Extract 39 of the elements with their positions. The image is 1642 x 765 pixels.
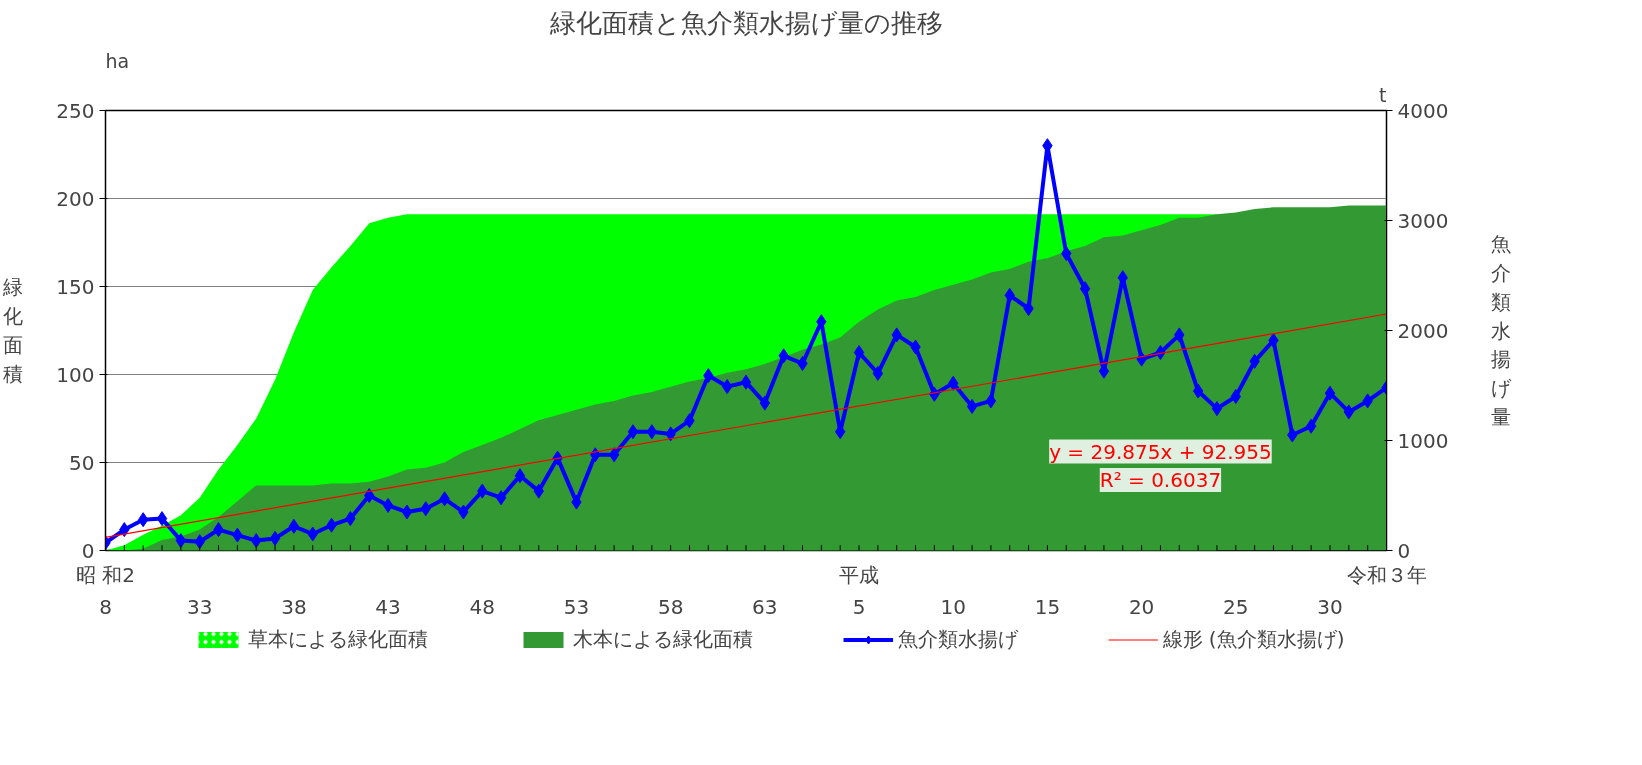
y-tick-label: 200 bbox=[56, 186, 95, 211]
y2-tick-label: 2000 bbox=[1397, 318, 1449, 343]
text: 昭 和2 bbox=[75, 562, 136, 587]
x-tick-label: 43 bbox=[375, 594, 401, 619]
y-tick-label: 100 bbox=[56, 362, 95, 387]
x-tick-label: 30 bbox=[1317, 594, 1343, 619]
x-tick-label: 20 bbox=[1128, 594, 1155, 619]
y2-tick-label: 4000 bbox=[1397, 98, 1449, 123]
y2-axis-title: 魚介類水揚げ量 bbox=[1491, 232, 1513, 429]
x-tick-label: 38 bbox=[281, 594, 307, 619]
x-tick-label: 48 bbox=[469, 594, 495, 619]
text: 平成 bbox=[839, 562, 880, 587]
text: 令和３年 bbox=[1346, 562, 1427, 587]
x-tick-label: 53 bbox=[563, 594, 590, 619]
x-tick-label: 33 bbox=[186, 594, 213, 619]
legend-label: 線形 (魚介類水揚げ) bbox=[1162, 625, 1345, 653]
legend-label: 草本による緑化面積 bbox=[247, 625, 428, 653]
x-tick-label: 5 bbox=[852, 594, 866, 619]
text: t bbox=[1379, 83, 1387, 106]
y-tick-label: 50 bbox=[69, 450, 95, 475]
annotation: R² = 0.6037 bbox=[1099, 468, 1222, 493]
y-tick-label: 0 bbox=[81, 538, 95, 563]
text: ha bbox=[105, 49, 130, 72]
x-tick-label: 25 bbox=[1223, 594, 1249, 619]
x-tick-label: 10 bbox=[940, 594, 966, 619]
x-tick-label: 58 bbox=[657, 594, 684, 619]
y-tick-label: 250 bbox=[56, 98, 95, 123]
chart-title: 緑化面積と魚介類水揚げ量の推移 bbox=[548, 7, 943, 38]
annotation: y = 29.875x + 92.955 bbox=[1049, 439, 1272, 464]
legend-label: 木本による緑化面積 bbox=[572, 625, 753, 653]
x-tick-label: 8 bbox=[99, 594, 112, 619]
legend-label: 魚介類水揚げ bbox=[897, 625, 1018, 653]
x-tick-label: 63 bbox=[752, 594, 778, 619]
y2-tick-label: 1000 bbox=[1397, 428, 1449, 453]
y2-tick-label: 0 bbox=[1397, 538, 1411, 563]
y2-tick-label: 3000 bbox=[1397, 208, 1449, 233]
y-tick-label: 150 bbox=[56, 274, 95, 299]
x-tick-label: 15 bbox=[1034, 594, 1061, 619]
y-axis-title: 緑化面積 bbox=[2, 275, 24, 386]
